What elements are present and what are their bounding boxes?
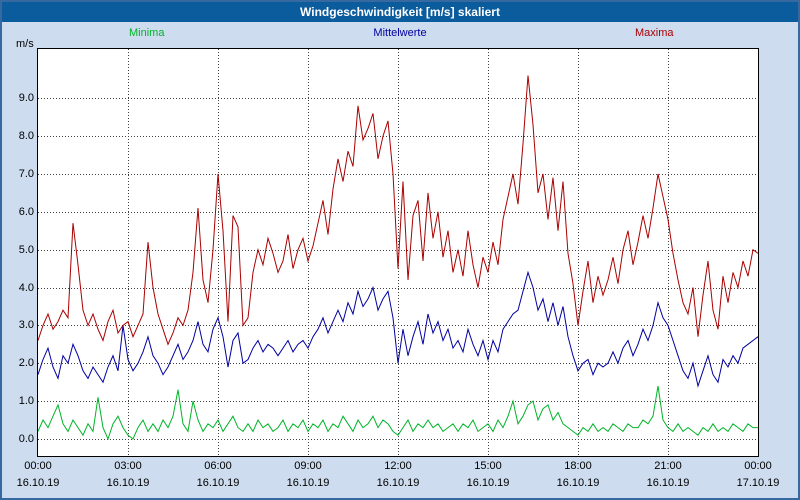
- y-axis-unit-label: m/s: [16, 38, 34, 50]
- x-tick-time-label: 12:00: [384, 460, 412, 472]
- x-tick-time-label: 21:00: [654, 460, 682, 472]
- window-titlebar: Windgeschwindigkeit [m/s] skaliert: [2, 2, 798, 22]
- x-tick-time-label: 09:00: [294, 460, 322, 472]
- x-tick-date-label: 17.10.19: [736, 477, 780, 489]
- x-tick-date-label: 16.10.19: [286, 477, 330, 489]
- y-tick-label: 7.0: [18, 167, 34, 180]
- legend-mittelwerte: Mittelwerte: [373, 27, 427, 39]
- x-tick-date-label: 16.10.19: [16, 477, 60, 489]
- y-tick-label: 5.0: [18, 243, 34, 256]
- gridlines: [38, 49, 758, 456]
- y-tick-label: 4.0: [18, 281, 34, 294]
- legend-maxima: Maxima: [635, 27, 674, 39]
- x-tick-date-label: 16.10.19: [466, 477, 510, 489]
- x-tick-date-label: 16.10.19: [196, 477, 240, 489]
- minima-line: [38, 385, 758, 441]
- plot-area: [37, 48, 759, 457]
- x-tick-time-label: 00:00: [24, 460, 52, 472]
- x-tick-time-label: 03:00: [114, 460, 142, 472]
- x-tick-time-label: 15:00: [474, 460, 502, 472]
- legend-minima: Minima: [129, 27, 165, 39]
- x-tick-date-label: 16.10.19: [646, 477, 690, 489]
- x-tick-time-label: 18:00: [564, 460, 592, 472]
- y-tick-label: 8.0: [18, 130, 34, 143]
- x-tick-date-label: 16.10.19: [106, 477, 150, 489]
- maxima-line: [38, 75, 758, 346]
- x-tick-time-label: 00:00: [744, 460, 772, 472]
- mittelwerte-line: [38, 270, 758, 388]
- x-tick-date-label: 16.10.19: [556, 477, 600, 489]
- wind-speed-chart: [38, 49, 758, 456]
- y-tick-label: 3.0: [18, 319, 34, 332]
- y-tick-label: 9.0: [18, 92, 34, 105]
- y-tick-label: 6.0: [18, 205, 34, 218]
- y-tick-label: 0.0: [18, 432, 34, 445]
- y-tick-label: 2.0: [18, 357, 34, 370]
- x-tick-date-label: 16.10.19: [376, 477, 420, 489]
- y-tick-label: 1.0: [18, 395, 34, 408]
- window-title: Windgeschwindigkeit [m/s] skaliert: [300, 5, 500, 19]
- x-tick-time-label: 06:00: [204, 460, 232, 472]
